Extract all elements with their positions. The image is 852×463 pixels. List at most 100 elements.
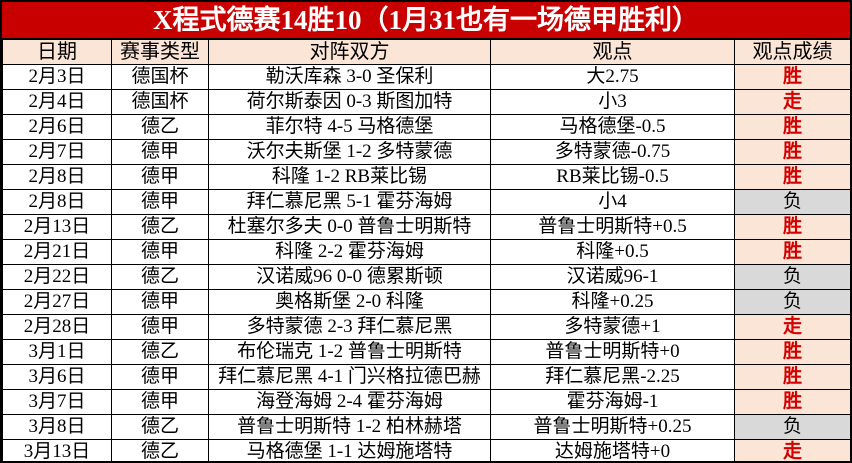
view-cell: RB莱比锡-0.5 [490, 164, 735, 190]
result-cell: 负 [734, 189, 850, 215]
result-cell: 负 [734, 264, 850, 290]
date-cell: 3月6日 [2, 364, 112, 390]
league-cell: 德乙 [111, 439, 209, 461]
date-cell: 2月21日 [2, 239, 112, 265]
view-cell: 大2.75 [490, 64, 735, 90]
result-cell: 走 [734, 439, 850, 461]
date-cell: 2月22日 [2, 264, 112, 290]
result-cell: 走 [734, 314, 850, 340]
table-row: 3月7日 德甲 海登海姆 2-4 霍芬海姆 霍芬海姆-1 胜 [2, 389, 850, 415]
result-cell: 胜 [734, 389, 850, 415]
league-cell: 德甲 [111, 239, 209, 265]
view-cell: 普鲁士明斯特+0 [490, 339, 735, 365]
table-row: 3月8日 德乙 普鲁士明斯特 1-2 柏林赫塔 普鲁士明斯特+0.25 负 [2, 414, 850, 440]
date-cell: 2月8日 [2, 164, 112, 190]
column-header: 观点 [490, 39, 735, 65]
match-cell: 拜仁慕尼黑 5-1 霍芬海姆 [208, 189, 491, 215]
table-row: 3月13日 德乙 马格德堡 1-1 达姆施塔特 达姆施塔特+0 走 [2, 439, 850, 461]
date-cell: 2月4日 [2, 89, 112, 115]
view-cell: 多特蒙德-0.75 [490, 139, 735, 165]
view-cell: 科隆+0.25 [490, 289, 735, 315]
league-cell: 德国杯 [111, 64, 209, 90]
result-cell: 胜 [734, 164, 850, 190]
date-cell: 2月13日 [2, 214, 112, 240]
league-cell: 德甲 [111, 164, 209, 190]
match-cell: 菲尔特 4-5 马格德堡 [208, 114, 491, 140]
result-cell: 胜 [734, 114, 850, 140]
league-cell: 德乙 [111, 214, 209, 240]
table-row: 2月28日 德甲 多特蒙德 2-3 拜仁慕尼黑 多特蒙德+1 走 [2, 314, 850, 340]
view-cell: 小3 [490, 89, 735, 115]
table-body: 2月3日 德国杯 勒沃库森 3-0 圣保利 大2.75 胜 2月4日 德国杯 荷尔斯泰因 0-… [2, 64, 850, 461]
table-row: 2月21日 德甲 科隆 2-2 霍芬海姆 科隆+0.5 胜 [2, 239, 850, 265]
league-cell: 德甲 [111, 314, 209, 340]
date-cell: 3月7日 [2, 389, 112, 415]
table-row: 2月7日 德甲 沃尔夫斯堡 1-2 多特蒙德 多特蒙德-0.75 胜 [2, 139, 850, 165]
league-cell: 德乙 [111, 339, 209, 365]
match-cell: 奥格斯堡 2-0 科隆 [208, 289, 491, 315]
view-cell: 霍芬海姆-1 [490, 389, 735, 415]
table-row: 3月1日 德乙 布伦瑞克 1-2 普鲁士明斯特 普鲁士明斯特+0 胜 [2, 339, 850, 365]
league-cell: 德甲 [111, 289, 209, 315]
view-cell: 小4 [490, 189, 735, 215]
column-header: 对阵双方 [208, 39, 491, 65]
result-cell: 胜 [734, 64, 850, 90]
match-cell: 科隆 2-2 霍芬海姆 [208, 239, 491, 265]
date-cell: 3月8日 [2, 414, 112, 440]
view-cell: 汉诺威96-1 [490, 264, 735, 290]
match-cell: 勒沃库森 3-0 圣保利 [208, 64, 491, 90]
league-cell: 德甲 [111, 364, 209, 390]
match-cell: 拜仁慕尼黑 4-1 门兴格拉德巴赫 [208, 364, 491, 390]
table-row: 3月6日 德甲 拜仁慕尼黑 4-1 门兴格拉德巴赫 拜仁慕尼黑-2.25 胜 [2, 364, 850, 390]
result-cell: 胜 [734, 214, 850, 240]
sheet-title: X程式德赛14胜10（1月31也有一场德甲胜利） [2, 2, 850, 39]
result-cell: 胜 [734, 139, 850, 165]
view-cell: 普鲁士明斯特+0.25 [490, 414, 735, 440]
match-cell: 布伦瑞克 1-2 普鲁士明斯特 [208, 339, 491, 365]
date-cell: 2月7日 [2, 139, 112, 165]
results-table: 日期 赛事类型 对阵双方 观点 观点成绩 2月3日 德国杯 勒沃库森 3-0 圣保利 大2.7… [2, 39, 850, 461]
table-row: 2月8日 德甲 科隆 1-2 RB莱比锡 RB莱比锡-0.5 胜 [2, 164, 850, 190]
league-cell: 德甲 [111, 139, 209, 165]
header-row: 日期 赛事类型 对阵双方 观点 观点成绩 [2, 39, 850, 65]
view-cell: 科隆+0.5 [490, 239, 735, 265]
column-header: 赛事类型 [111, 39, 209, 65]
league-cell: 德乙 [111, 114, 209, 140]
league-cell: 德甲 [111, 189, 209, 215]
view-cell: 普鲁士明斯特+0.5 [490, 214, 735, 240]
league-cell: 德国杯 [111, 89, 209, 115]
result-cell: 胜 [734, 239, 850, 265]
match-cell: 马格德堡 1-1 达姆施塔特 [208, 439, 491, 461]
result-cell: 负 [734, 414, 850, 440]
result-cell: 胜 [734, 364, 850, 390]
view-cell: 多特蒙德+1 [490, 314, 735, 340]
table-row: 2月27日 德甲 奥格斯堡 2-0 科隆 科隆+0.25 负 [2, 289, 850, 315]
match-cell: 普鲁士明斯特 1-2 柏林赫塔 [208, 414, 491, 440]
table-row: 2月4日 德国杯 荷尔斯泰因 0-3 斯图加特 小3 走 [2, 89, 850, 115]
result-cell: 走 [734, 89, 850, 115]
date-cell: 2月8日 [2, 189, 112, 215]
match-cell: 海登海姆 2-4 霍芬海姆 [208, 389, 491, 415]
date-cell: 3月13日 [2, 439, 112, 461]
table-row: 2月3日 德国杯 勒沃库森 3-0 圣保利 大2.75 胜 [2, 64, 850, 90]
view-cell: 马格德堡-0.5 [490, 114, 735, 140]
column-header: 日期 [2, 39, 112, 65]
table-row: 2月8日 德甲 拜仁慕尼黑 5-1 霍芬海姆 小4 负 [2, 189, 850, 215]
league-cell: 德乙 [111, 414, 209, 440]
table-row: 2月22日 德乙 汉诺威96 0-0 德累斯顿 汉诺威96-1 负 [2, 264, 850, 290]
table-row: 2月13日 德乙 杜塞尔多夫 0-0 普鲁士明斯特 普鲁士明斯特+0.5 胜 [2, 214, 850, 240]
result-cell: 负 [734, 289, 850, 315]
match-cell: 荷尔斯泰因 0-3 斯图加特 [208, 89, 491, 115]
match-cell: 杜塞尔多夫 0-0 普鲁士明斯特 [208, 214, 491, 240]
result-cell: 胜 [734, 339, 850, 365]
date-cell: 2月6日 [2, 114, 112, 140]
match-cell: 沃尔夫斯堡 1-2 多特蒙德 [208, 139, 491, 165]
league-cell: 德甲 [111, 389, 209, 415]
date-cell: 3月1日 [2, 339, 112, 365]
view-cell: 达姆施塔特+0 [490, 439, 735, 461]
table-row: 2月6日 德乙 菲尔特 4-5 马格德堡 马格德堡-0.5 胜 [2, 114, 850, 140]
match-cell: 科隆 1-2 RB莱比锡 [208, 164, 491, 190]
league-cell: 德乙 [111, 264, 209, 290]
match-cell: 多特蒙德 2-3 拜仁慕尼黑 [208, 314, 491, 340]
